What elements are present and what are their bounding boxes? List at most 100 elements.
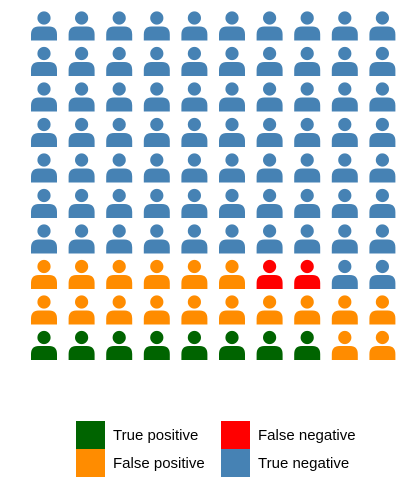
person-body xyxy=(143,204,170,218)
person-body xyxy=(219,62,245,76)
person-body xyxy=(31,346,57,360)
person-icon-tn xyxy=(256,224,283,254)
person-body xyxy=(256,62,283,76)
person-icon-tn xyxy=(331,259,358,289)
person-head xyxy=(300,295,314,309)
person-body xyxy=(68,204,95,218)
person-icon-tn xyxy=(68,188,95,218)
person-head xyxy=(375,188,389,203)
person-icon-tn xyxy=(369,82,396,112)
person-body xyxy=(369,133,396,147)
person-body xyxy=(181,26,208,41)
person-body xyxy=(369,168,396,183)
person-icon-tn xyxy=(181,46,208,76)
person-body xyxy=(294,133,321,147)
person-body xyxy=(181,275,208,289)
person-icon-tn xyxy=(143,117,170,147)
person-body xyxy=(31,133,57,147)
person-head xyxy=(187,188,201,203)
person-body xyxy=(106,62,133,76)
person-body xyxy=(256,204,283,218)
person-body xyxy=(68,239,95,254)
person-icon-fp xyxy=(143,259,170,289)
person-body xyxy=(331,239,358,254)
person-head xyxy=(75,82,89,96)
person-body xyxy=(369,346,396,360)
person-head xyxy=(187,11,201,25)
person-icon-tp xyxy=(256,330,283,360)
person-body xyxy=(181,133,208,147)
person-icon-tn xyxy=(31,224,57,254)
person-head xyxy=(300,46,314,61)
person-icon-tn xyxy=(219,46,245,76)
person-head xyxy=(225,224,239,238)
person-icon-tp xyxy=(219,330,245,360)
person-head xyxy=(225,117,239,132)
person-icon-tn xyxy=(331,117,358,147)
person-body xyxy=(256,168,283,183)
person-icon-tn xyxy=(331,11,358,41)
person-body xyxy=(143,97,170,112)
person-icon-tn xyxy=(331,188,358,218)
person-body xyxy=(143,239,170,254)
person-icon-tn xyxy=(294,224,321,254)
person-body xyxy=(331,133,358,147)
person-head xyxy=(375,46,389,61)
person-head xyxy=(187,224,201,238)
legend-item-tn: True negative xyxy=(221,449,349,477)
person-icon-fn xyxy=(294,259,321,289)
person-head xyxy=(150,11,164,25)
person-body xyxy=(31,275,57,289)
person-icon-tp xyxy=(143,330,170,360)
person-head xyxy=(338,82,352,96)
person-head xyxy=(37,11,51,25)
person-icon-tn xyxy=(181,188,208,218)
person-head xyxy=(187,46,201,61)
person-head xyxy=(75,153,89,167)
person-body xyxy=(331,204,358,218)
person-head xyxy=(225,82,239,96)
person-icon-fp xyxy=(31,259,57,289)
person-body xyxy=(181,310,208,325)
person-icon-tn xyxy=(256,188,283,218)
legend-item-fn: False negative xyxy=(221,421,356,449)
person-head xyxy=(300,153,314,167)
person-icon-tn xyxy=(31,117,57,147)
person-body xyxy=(68,62,95,76)
person-body xyxy=(181,346,208,360)
person-body xyxy=(219,97,245,112)
person-head xyxy=(338,188,352,203)
person-body xyxy=(68,275,95,289)
person-body xyxy=(331,26,358,41)
person-body xyxy=(294,346,321,360)
person-head xyxy=(150,224,164,238)
person-icon-tn xyxy=(256,11,283,41)
person-head xyxy=(263,117,277,132)
person-icon-tn xyxy=(181,224,208,254)
person-head xyxy=(338,259,352,274)
person-icon-fp xyxy=(331,330,358,360)
person-head xyxy=(338,11,352,25)
person-head xyxy=(37,330,51,345)
person-body xyxy=(294,168,321,183)
person-body xyxy=(219,310,245,325)
person-body xyxy=(369,62,396,76)
person-body xyxy=(181,168,208,183)
person-head xyxy=(150,330,164,345)
person-body xyxy=(143,62,170,76)
person-icon-tn xyxy=(106,82,133,112)
person-icon-tn xyxy=(31,188,57,218)
person-icon-fp xyxy=(106,259,133,289)
person-head xyxy=(37,259,51,274)
person-body xyxy=(369,26,396,41)
person-body xyxy=(68,346,95,360)
person-icon-tn xyxy=(256,46,283,76)
person-head xyxy=(263,153,277,167)
legend-label: True positive xyxy=(113,427,198,444)
person-body xyxy=(294,62,321,76)
person-icon-tn xyxy=(181,153,208,183)
person-head xyxy=(37,224,51,238)
person-head xyxy=(150,188,164,203)
person-body xyxy=(68,97,95,112)
